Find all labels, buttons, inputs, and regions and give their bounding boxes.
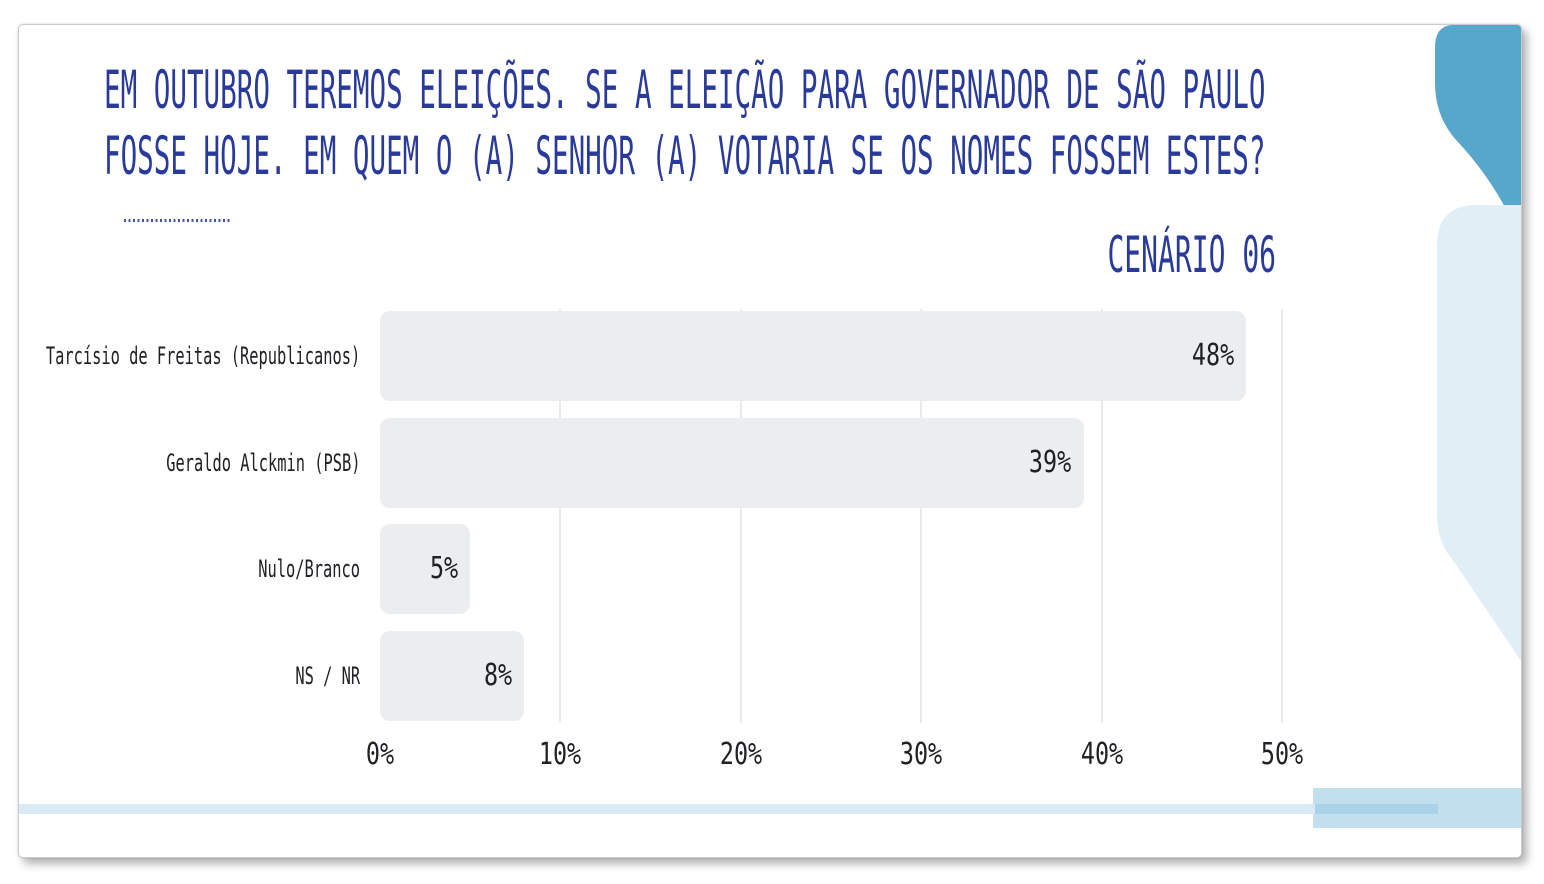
bottom-strip <box>19 804 1438 814</box>
chart-gridline <box>1100 309 1103 723</box>
bar <box>380 417 1084 508</box>
slide-card: EM OUTUBRO TEREMOS ELEIÇÕES. SE A ELEIÇÃ… <box>18 24 1522 858</box>
category-label: Geraldo Alckmin (PSB) <box>165 448 360 477</box>
x-axis-tick-label: 40% <box>1080 737 1123 772</box>
x-axis-tick-label: 50% <box>1260 737 1304 772</box>
chart-gridline <box>920 309 923 723</box>
value-label: 8% <box>484 658 513 693</box>
value-label: 39% <box>1029 444 1072 480</box>
value-label: 48% <box>1191 338 1234 373</box>
slide-title: EM OUTUBRO TEREMOS ELEIÇÕES. SE A ELEIÇÃ… <box>104 58 1300 190</box>
title-underline-dots <box>124 219 232 222</box>
bottom-right-band-overlap <box>1315 804 1438 814</box>
chart-gridline <box>1281 309 1283 723</box>
category-label: Tarcísio de Freitas (Republicanos) <box>45 342 360 370</box>
x-axis-tick-label: 20% <box>719 737 762 772</box>
bar <box>380 311 1246 401</box>
chart-gridline <box>739 309 742 723</box>
title-line-1: EM OUTUBRO TEREMOS ELEIÇÕES. SE A ELEIÇÃ… <box>104 60 1266 121</box>
bar-chart: Tarcísio de Freitas (Republicanos) 48% Ger… <box>19 25 1521 857</box>
chart-gridline <box>559 309 562 723</box>
right-panel-shape <box>1437 205 1521 661</box>
corner-teardrop-shape <box>1435 25 1521 243</box>
x-axis-tick-label: 10% <box>539 737 582 772</box>
title-line-2: FOSSE HOJE. EM QUEM O (A) SENHOR (A) VOT… <box>104 126 1266 187</box>
bar <box>380 524 471 615</box>
scenario-label: CENÁRIO 06 <box>1107 226 1276 284</box>
x-axis-tick-label: 30% <box>900 737 943 772</box>
category-label: Nulo/Branco <box>258 555 360 584</box>
bar <box>380 631 525 721</box>
value-label: 5% <box>430 551 459 587</box>
category-label: NS / NR <box>295 662 360 690</box>
x-axis-tick-label: 0% <box>365 737 395 772</box>
